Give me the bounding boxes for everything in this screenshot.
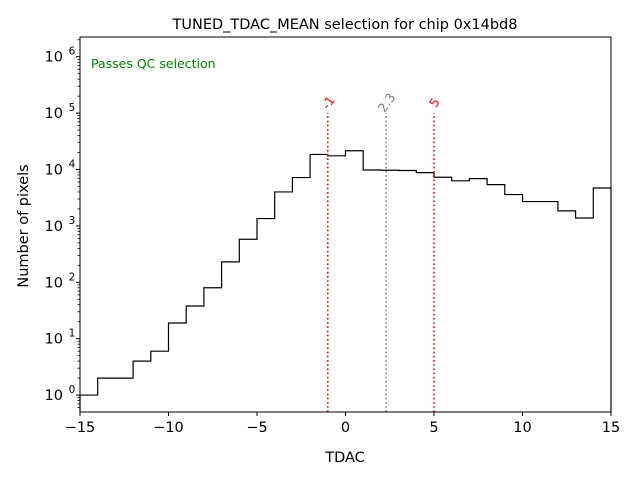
y-tick-exponent: 1 [69, 328, 76, 340]
y-tick-label: 10 [45, 219, 63, 235]
x-tick-label: 10 [513, 420, 531, 436]
x-tick-label: −15 [65, 420, 96, 436]
chart-title: TUNED_TDAC_MEAN selection for chip 0x14b… [172, 17, 518, 33]
y-tick-exponent: 4 [69, 159, 76, 171]
y-tick-label: 10 [45, 332, 63, 348]
y-tick-exponent: 5 [69, 102, 76, 114]
y-tick-exponent: 3 [69, 215, 76, 227]
histogram-outline [79, 150, 612, 412]
y-tick-label: 10 [45, 163, 63, 179]
threshold-label: 2.3 [375, 90, 399, 115]
x-tick-label: 0 [341, 420, 350, 436]
y-axis-label: Number of pixels [16, 164, 32, 287]
x-tick-label: −10 [153, 420, 184, 436]
x-tick-label: 15 [602, 420, 620, 436]
y-tick-exponent: 0 [69, 384, 76, 396]
axes-frame [79, 36, 612, 413]
plot-area [79, 150, 612, 412]
threshold-lines: -1 2.3 5 [318, 90, 443, 412]
y-tick-label: 10 [45, 106, 63, 122]
y-tick-label: 10 [45, 275, 63, 291]
qc-selection-annotation: Passes QC selection [91, 56, 216, 71]
x-tick-label: −5 [246, 420, 267, 436]
y-tick-label: 10 [45, 388, 63, 404]
axes: −15 −10 −5 0 5 10 15 10 0 10 1 10 2 10 3 10 4 10 5 10 6 [45, 36, 620, 436]
threshold-label: 5 [426, 95, 443, 110]
x-axis-label: TDAC [324, 450, 365, 466]
y-tick-exponent: 6 [69, 46, 76, 58]
x-tick-label: 5 [429, 420, 438, 436]
y-tick-label: 10 [45, 50, 63, 66]
threshold-label: -1 [318, 93, 337, 112]
y-tick-exponent: 2 [69, 271, 76, 283]
